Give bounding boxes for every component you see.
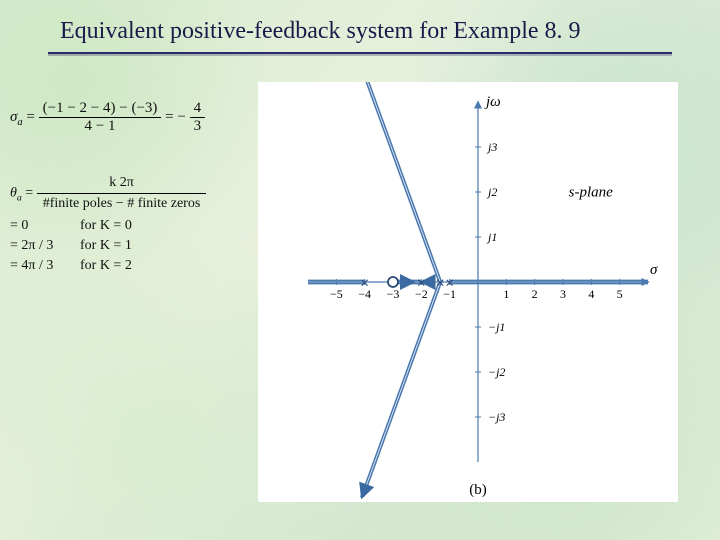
y-tick-label: −j1 [488,320,505,334]
sigma-den: 4 − 1 [39,118,162,135]
pole-marker: × [445,275,454,292]
theta-num: k 2π [37,175,207,194]
y-axis-label: jω [484,94,501,110]
x-tick-label: −3 [387,287,400,301]
plane-label: s-plane [569,185,614,201]
y-tick-label: j3 [486,140,497,154]
sigma-rhs-sign: − [177,109,185,125]
x-tick-label: 4 [588,287,594,301]
x-axis-label: σ [650,262,658,278]
theta-equation: θa = k 2π #finite poles − # finite zeros… [10,175,260,274]
sigma-rhs-den: 3 [190,118,206,135]
zero-marker [388,277,398,287]
root-locus-plot: −5−4−3−2−112345j1j2j3−j1−j2−j3σjωs-plane… [258,82,678,502]
pole-marker: × [360,275,369,292]
sigma-num: (−1 − 2 − 4) − (−3) [39,100,162,118]
y-tick-label: −j3 [488,410,505,424]
y-tick-label: j1 [486,230,497,244]
equations-block: σa = (−1 − 2 − 4) − (−3) 4 − 1 = − 4 3 θ… [10,100,260,278]
locus-asymptote [361,82,439,281]
theta-row: = 4π / 3for K = 2 [10,258,260,274]
page-title: Equivalent positive-feedback system for … [60,18,581,45]
locus-asymptote [364,281,442,495]
pole-marker: × [436,275,445,292]
locus-asymptote [361,283,439,497]
title-underline [48,52,672,54]
x-tick-label: −5 [330,287,343,301]
y-tick-label: j2 [486,185,497,199]
theta-row: = 0for K = 0 [10,218,260,234]
sigma-rhs-num: 4 [190,100,206,118]
sigma-equation: σa = (−1 − 2 − 4) − (−3) 4 − 1 = − 4 3 [10,100,260,135]
theta-rows: = 0for K = 0 = 2π / 3for K = 1 = 4π / 3for… [10,218,260,274]
x-tick-label: 3 [560,287,566,301]
pole-marker: × [417,275,426,292]
x-tick-label: 5 [617,287,623,301]
theta-row: = 2π / 3for K = 1 [10,238,260,254]
x-tick-label: 1 [503,287,509,301]
theta-den: #finite poles − # finite zeros [37,194,207,212]
x-tick-label: 2 [532,287,538,301]
plot-caption: (b) [469,482,487,498]
y-tick-label: −j2 [488,365,505,379]
